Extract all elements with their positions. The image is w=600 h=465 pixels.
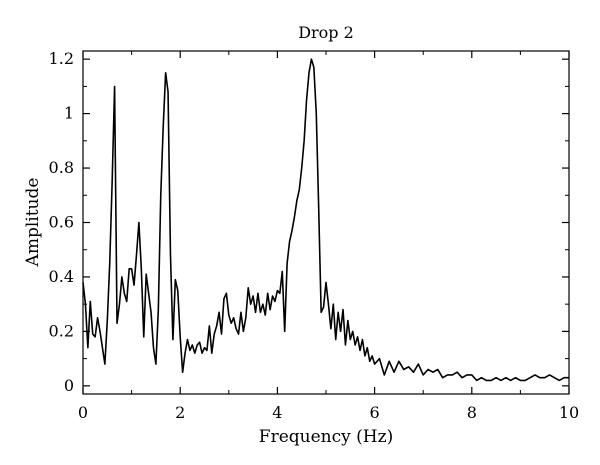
y-tick-label: 1.2 [49,49,74,68]
x-tick-label: 0 [78,403,88,422]
y-tick-label: 0.6 [49,213,74,232]
x-tick-label: 10 [559,403,579,422]
y-axis-ticks: 0 0.2 0.4 0.6 0.8 1 1.2 [49,49,569,395]
y-tick-label: 1 [64,104,74,123]
y-tick-label: 0 [64,376,74,395]
x-tick-label: 8 [467,403,477,422]
series-line [82,58,569,382]
y-axis-label: Amplitude [23,178,43,268]
x-tick-label: 2 [175,403,185,422]
x-tick-label: 4 [272,403,282,422]
x-tick-label: 6 [370,403,380,422]
y-tick-label: 0.8 [49,158,74,177]
y-tick-label: 0.2 [49,321,74,340]
x-axis-label: Frequency (Hz) [259,427,393,447]
y-tick-label: 0.4 [49,267,74,286]
chart-title: Drop 2 [298,23,354,42]
plot-frame [82,50,570,395]
x-axis-ticks: 0 2 4 6 8 10 [78,51,579,422]
